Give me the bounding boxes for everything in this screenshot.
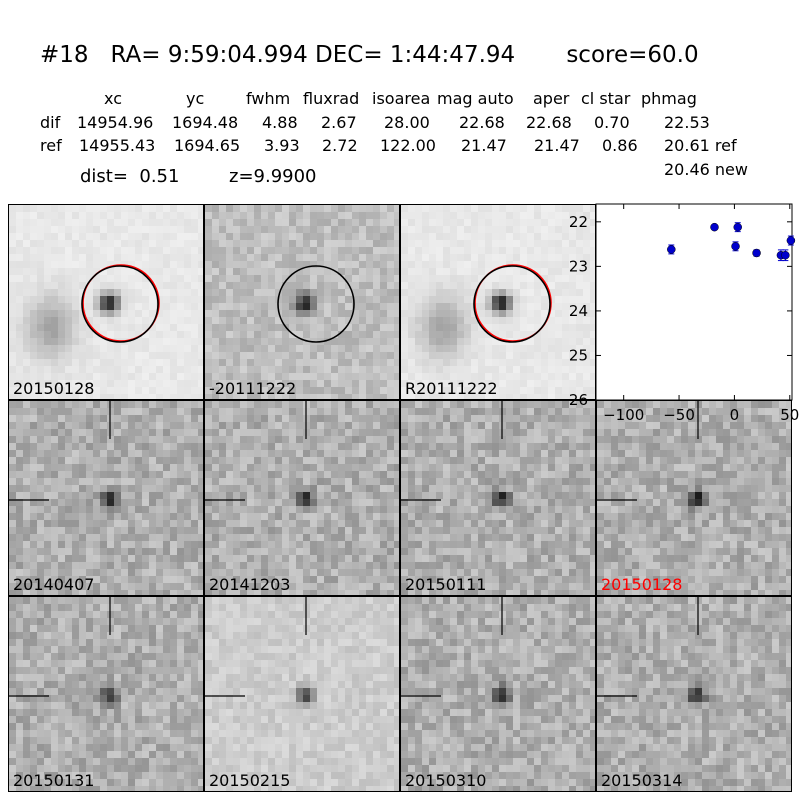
x-tick-label: 0 — [730, 406, 740, 424]
col-xc: xc — [104, 89, 122, 108]
stamp-image — [9, 401, 203, 595]
stamp-image — [205, 205, 399, 399]
aperture-circle-red — [82, 264, 160, 342]
aperture-circle — [81, 265, 159, 343]
row-value: 3.93 — [264, 136, 300, 155]
stamp-image — [401, 401, 595, 595]
aperture-circle — [277, 265, 355, 343]
stamp-label: 20141203 — [209, 575, 291, 594]
x-tick-label: 50 — [780, 406, 799, 424]
row-value: 20.61 ref — [664, 136, 737, 155]
row-value: 28.00 — [384, 113, 430, 132]
data-point — [667, 245, 676, 254]
stamp-panel: 20150310 — [400, 596, 596, 792]
y-tick-label: 24 — [569, 302, 588, 320]
stamp-image — [597, 597, 791, 791]
stamp-image — [9, 205, 203, 399]
stamp-image — [205, 401, 399, 595]
row-label: ref — [40, 136, 62, 155]
row-value: 2.72 — [322, 136, 358, 155]
row-value: 22.68 — [459, 113, 505, 132]
data-point — [786, 236, 796, 245]
stamp-panel: 20150128 — [8, 204, 204, 400]
row-label: dif — [40, 113, 61, 132]
col-cl-star: cl star — [581, 89, 631, 108]
stamp-image — [401, 597, 595, 791]
col-phmag: phmag — [641, 89, 697, 108]
stamp-label: -20111222 — [209, 379, 297, 398]
plot-frame — [595, 203, 793, 401]
page-title: #18 RA= 9:59:04.994 DEC= 1:44:47.94 scor… — [40, 42, 699, 68]
y-tick-label: 25 — [569, 346, 588, 364]
col-fluxrad: fluxrad — [303, 89, 360, 108]
stamp-panel: R20111222 — [400, 204, 596, 400]
stamp-label: 20150314 — [601, 771, 683, 790]
stamp-image — [205, 597, 399, 791]
x-tick-label: −50 — [663, 406, 695, 424]
col-aper: aper — [533, 89, 570, 108]
row-value: 21.47 — [534, 136, 580, 155]
row-value: 14955.43 — [79, 136, 156, 155]
aperture-circle-red — [474, 264, 552, 342]
stamp-label: 20140407 — [13, 575, 95, 594]
row-value: 0.86 — [602, 136, 638, 155]
data-point — [731, 242, 740, 251]
stamp-panel: 20141203 — [204, 400, 400, 596]
stamp-image — [9, 597, 203, 791]
data-point — [710, 222, 719, 232]
row-value: 14954.96 — [77, 113, 154, 132]
stamp-image — [401, 205, 595, 399]
y-tick-label: 26 — [569, 391, 588, 409]
stamp-label: 20150310 — [405, 771, 487, 790]
lightcurve-chart: 22 23 24 25 26 −100 −50 0 50 — [569, 203, 799, 424]
z-text: z=9.9900 — [229, 166, 317, 187]
data-point — [733, 222, 742, 232]
data-point — [781, 250, 790, 260]
x-tick-label: −100 — [603, 406, 644, 424]
stamp-panel: -20111222 — [204, 204, 400, 400]
col-isoarea: isoarea — [372, 89, 431, 108]
row-value: 22.53 — [664, 113, 710, 132]
stamp-panel: 20140407 — [8, 400, 204, 596]
y-tick-label: 22 — [569, 213, 588, 231]
row-value: 1694.65 — [174, 136, 241, 155]
stamp-label: 20150128 — [13, 379, 95, 398]
row-value: 1694.48 — [172, 113, 239, 132]
col-yc: yc — [186, 89, 205, 108]
row-value: 21.47 — [461, 136, 507, 155]
stamp-panel: 20150131 — [8, 596, 204, 792]
stamp-label: 20150128 — [601, 575, 683, 594]
row-value: 4.88 — [262, 113, 298, 132]
row-value: 22.68 — [526, 113, 572, 132]
stamp-panel: 20150128 — [596, 400, 792, 596]
aperture-circle — [473, 265, 551, 343]
dist-text: dist= 0.51 — [80, 166, 180, 187]
stamp-image — [597, 401, 791, 595]
stamp-label: 20150111 — [405, 575, 487, 594]
stamp-label: 20150131 — [13, 771, 95, 790]
stamp-panel: 20150314 — [596, 596, 792, 792]
row-value: 0.70 — [594, 113, 630, 132]
row-value: 2.67 — [321, 113, 357, 132]
stamp-panel: 20150215 — [204, 596, 400, 792]
stamp-label: R20111222 — [405, 379, 498, 398]
phmag-new: 20.46 new — [664, 160, 748, 179]
stamp-panel: 20150111 — [400, 400, 596, 596]
col-mag-auto: mag auto — [437, 89, 514, 108]
stamp-label: 20150215 — [209, 771, 291, 790]
y-tick-label: 23 — [569, 257, 588, 275]
col-fwhm: fwhm — [246, 89, 291, 108]
data-point — [752, 248, 761, 258]
row-value: 122.00 — [380, 136, 436, 155]
lightcurve-panel: 22 23 24 25 26 −100 −50 0 50 — [569, 203, 799, 424]
